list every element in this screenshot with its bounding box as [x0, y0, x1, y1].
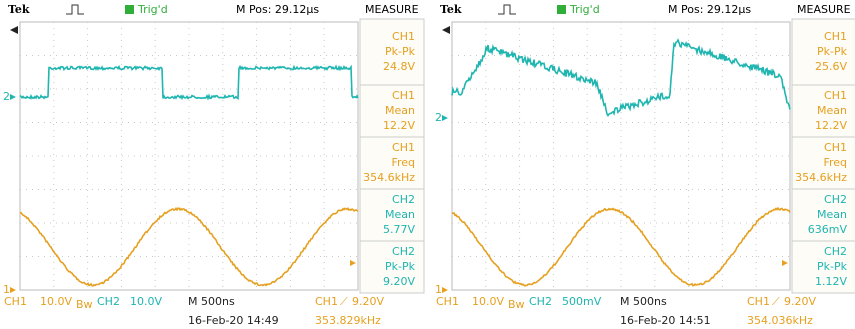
footer-ch1: CH1: [436, 295, 459, 308]
trigger-status: Trig'd: [569, 3, 600, 16]
position: M Pos: 29.12µs: [236, 3, 319, 16]
footer-ch1-bw: Bw: [508, 298, 525, 311]
measure-channel: CH1: [824, 141, 847, 154]
ch1-arrow: [442, 287, 448, 293]
footer-timebase: M 500ns: [188, 295, 235, 308]
trigger-icon: [498, 5, 516, 14]
measure-channel: CH1: [392, 141, 415, 154]
footer-ch2: CH2: [529, 295, 552, 308]
measure-value: 12.2V: [383, 119, 415, 132]
trig-indicator: [557, 5, 566, 14]
trig-indicator: [125, 5, 134, 14]
footer-ch1-scale: 10.0V: [40, 295, 72, 308]
measure-channel: CH1: [392, 89, 415, 102]
measure-value: 354.6kHz: [795, 171, 847, 184]
measure-label: Mean: [385, 104, 415, 117]
trigger-status: Trig'd: [137, 3, 168, 16]
measure-channel: CH2: [392, 245, 415, 258]
measure-value: 5.77V: [383, 223, 415, 236]
measure-label: Pk-Pk: [385, 260, 416, 273]
measure-value: 25.6V: [815, 60, 847, 73]
footer-ch2: CH2: [97, 295, 120, 308]
menu-title: MEASURE: [797, 3, 851, 16]
trigger-icon: [66, 5, 84, 14]
measure-label: Pk-Pk: [385, 45, 416, 58]
footer-frequency: 354.036kHz: [747, 314, 813, 327]
ch1-arrow: [10, 287, 16, 293]
footer-trigger-level: 9.20V: [784, 295, 816, 308]
position: M Pos: 29.12µs: [668, 3, 751, 16]
measure-channel: CH1: [824, 30, 847, 43]
measure-label: Mean: [817, 208, 847, 221]
footer-trigger-source: CH1: [315, 295, 338, 308]
footer-timestamp: 16-Feb-20 14:51: [620, 314, 711, 327]
footer-ch1: CH1: [4, 295, 27, 308]
arrow-marker: [442, 26, 450, 34]
footer-timebase: M 500ns: [620, 295, 667, 308]
screenshots: Tek Trig'd M Pos: 29.12µs MEASURE CH1 Pk-Pk 24…: [0, 0, 855, 329]
ch2-marker: 2: [435, 111, 442, 124]
footer-trigger-source: CH1: [747, 295, 770, 308]
footer-trigger-level: 9.20V: [352, 295, 384, 308]
measure-channel: CH2: [392, 193, 415, 206]
scope-screen: Tek Trig'd M Pos: 29.12µs MEASURE CH1 Pk-Pk 24…: [3, 3, 424, 327]
footer-timestamp: 16-Feb-20 14:49: [188, 314, 279, 327]
footer-ch2-scale: 500mV: [562, 295, 602, 308]
measure-label: Pk-Pk: [817, 260, 848, 273]
footer-ch1-scale: 10.0V: [472, 295, 504, 308]
measure-value: 636mV: [808, 223, 848, 236]
ch2-arrow: [442, 115, 448, 121]
measure-value: 1.12V: [815, 275, 847, 288]
measure-label: Mean: [817, 104, 847, 117]
footer-ch1-bw: Bw: [76, 298, 93, 311]
measure-label: Freq: [391, 156, 415, 169]
page: Tek Trig'd M Pos: 29.12µs MEASURE CH1 Pk-Pk 24…: [0, 0, 855, 329]
measure-label: Pk-Pk: [817, 45, 848, 58]
footer-ch2-scale: 10.0V: [130, 295, 162, 308]
measure-label: Mean: [385, 208, 415, 221]
measure-value: 354.6kHz: [363, 171, 415, 184]
brand: Tek: [440, 3, 462, 16]
measure-value: 24.8V: [383, 60, 415, 73]
menu-title: MEASURE: [365, 3, 419, 16]
measure-channel: CH1: [392, 30, 415, 43]
brand: Tek: [8, 3, 30, 16]
measure-value: 12.2V: [815, 119, 847, 132]
measure-channel: CH2: [824, 193, 847, 206]
footer-frequency: 353.829kHz: [315, 314, 381, 327]
measure-channel: CH2: [824, 245, 847, 258]
arrow-marker: [10, 26, 18, 34]
measure-value: 9.20V: [383, 275, 415, 288]
measure-channel: CH1: [824, 89, 847, 102]
ch2-marker: 2: [3, 90, 10, 103]
footer-trigger-slope: ⟋: [340, 295, 348, 308]
footer-trigger-slope: ⟋: [772, 295, 780, 308]
ch2-arrow: [10, 94, 16, 100]
measure-label: Freq: [823, 156, 847, 169]
